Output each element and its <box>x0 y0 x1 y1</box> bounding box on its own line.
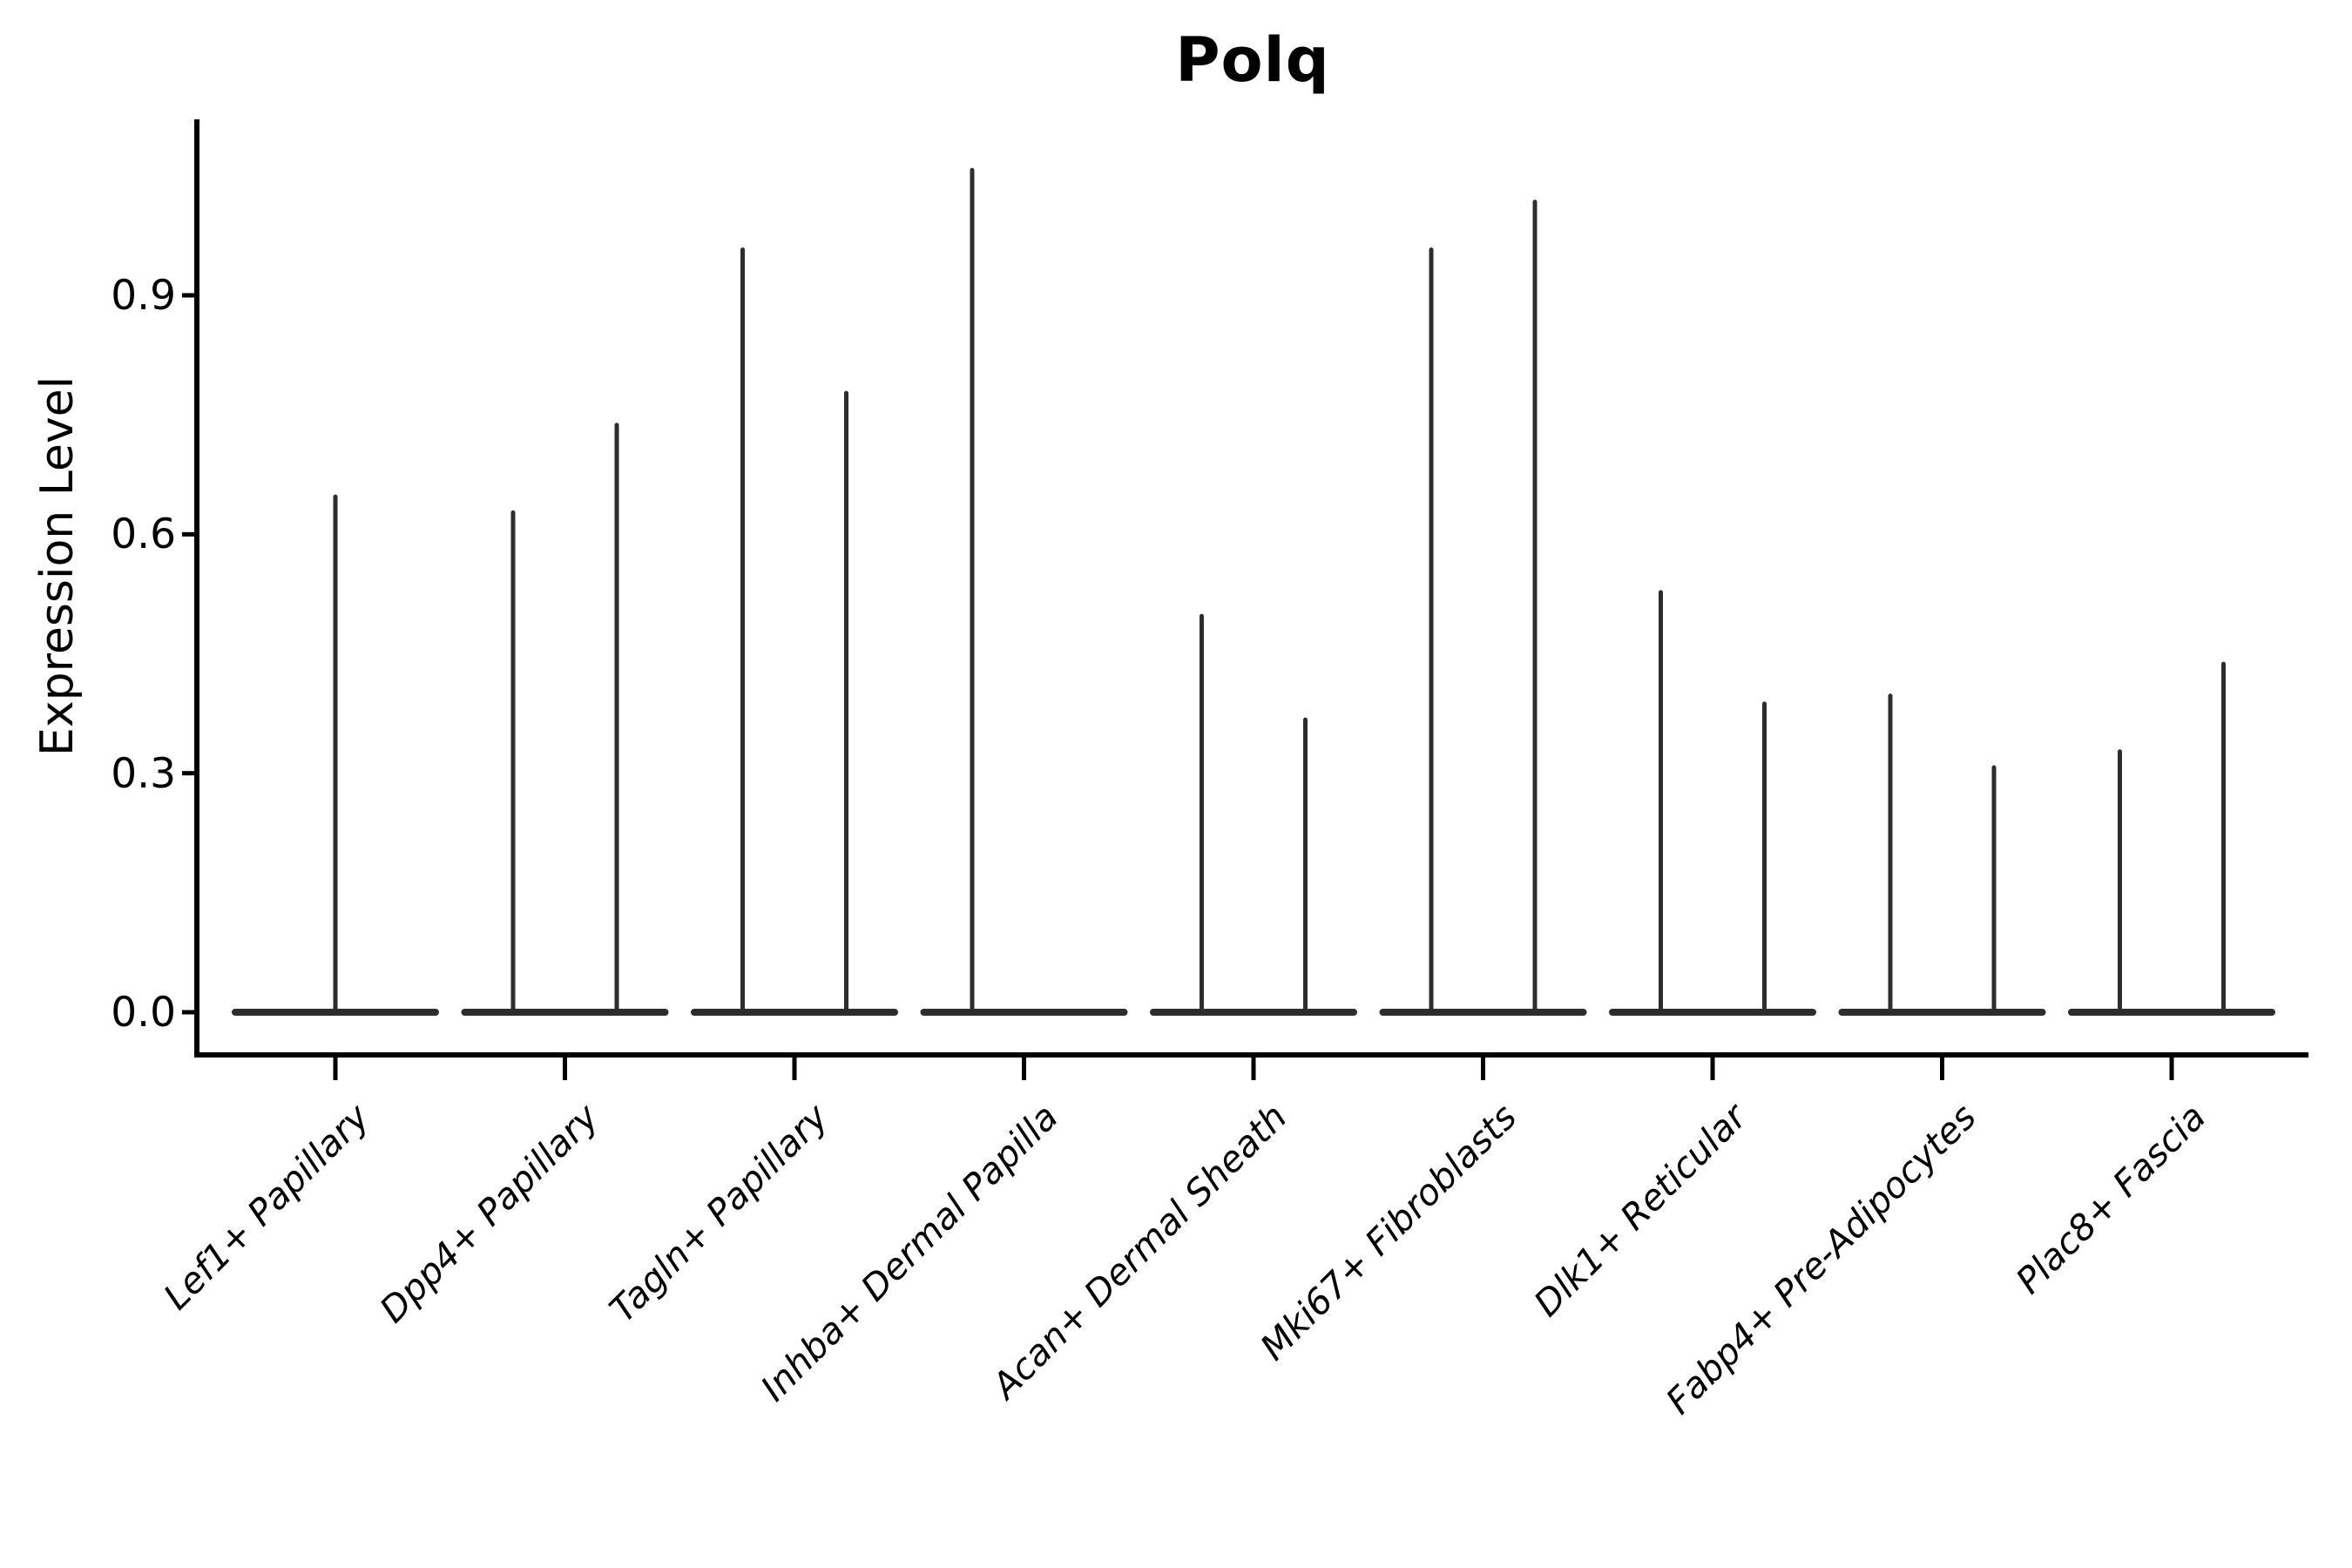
violin-baseline <box>1379 1009 1587 1016</box>
violin-spike <box>1762 701 1767 1016</box>
violin-spike <box>614 422 619 1016</box>
violin-spike <box>844 390 848 1016</box>
violin-baseline <box>691 1009 898 1016</box>
violin-spike <box>510 510 516 1016</box>
plot-title: Polq <box>1175 24 1330 96</box>
violin-spike <box>1303 717 1308 1016</box>
y-tick-label: 0.0 <box>111 989 176 1037</box>
violin-spike <box>1200 613 1204 1016</box>
y-axis-label: Expression Level <box>31 375 84 757</box>
violin-spike <box>333 494 338 1016</box>
violin-spike <box>1429 247 1434 1016</box>
violin-baseline <box>461 1009 669 1016</box>
violin-baseline <box>1609 1009 1816 1016</box>
violin-baseline <box>920 1009 1128 1016</box>
violin-spike <box>740 247 745 1016</box>
violin-spike <box>970 167 975 1017</box>
y-tick-label: 0.6 <box>111 510 176 559</box>
violin-spike <box>1991 765 1997 1016</box>
violin-spike <box>1659 590 1663 1016</box>
y-tick-label: 0.9 <box>111 272 176 321</box>
violin-spike <box>1888 693 1893 1016</box>
violin-spike <box>1532 199 1538 1016</box>
violin-spike <box>2221 661 2226 1016</box>
violin-baseline <box>1150 1009 1357 1016</box>
violin-baseline <box>1838 1009 2046 1016</box>
violin-spike <box>2118 749 2122 1016</box>
violin-baseline <box>2068 1009 2275 1016</box>
y-tick-label: 0.3 <box>111 749 176 798</box>
